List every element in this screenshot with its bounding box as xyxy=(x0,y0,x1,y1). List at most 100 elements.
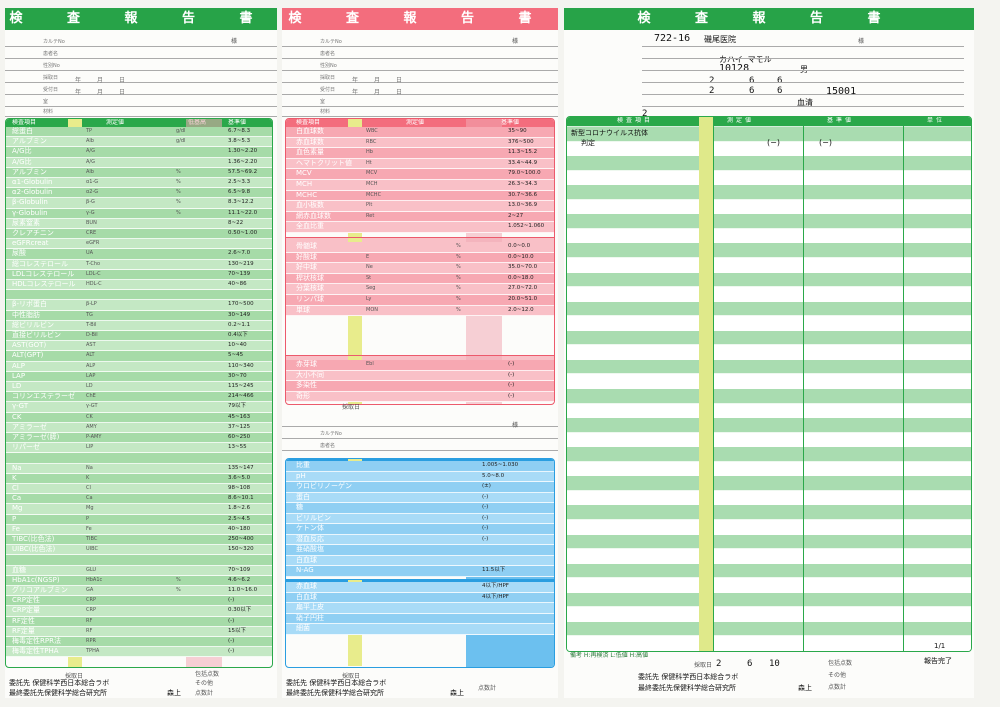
patient-info-block: 722-16 磯尾医院 カハイ マモル 10128 男 2 6 6 2 6 6 … xyxy=(564,30,974,119)
item-name: 蛋白 xyxy=(296,492,310,501)
item-name: Ca xyxy=(12,494,22,503)
table-row xyxy=(567,520,971,535)
table-row: 白血球数 WBC 35~90 xyxy=(286,127,554,138)
saishu-itaku-text: 最終委託先保健科学総合研究所 xyxy=(638,684,736,692)
receive-day: 6 xyxy=(777,86,783,96)
table-row: γ-Globulin γ-G% 11.1~22.0 xyxy=(6,208,272,219)
item-name: 白血球数 xyxy=(296,127,324,135)
item-name: γ-GT xyxy=(12,402,29,411)
item-name: 硝子円柱 xyxy=(296,613,324,622)
table-row: 血小板数 Plt 13.0~36.9 xyxy=(286,201,554,212)
ref-value: 70~109 xyxy=(228,566,251,573)
info-label: 室 xyxy=(320,99,326,105)
ref-value: 2~27 xyxy=(508,212,524,219)
table-row: A/G比 A/G 1.30~2.20 xyxy=(6,147,272,158)
table-row xyxy=(567,418,971,433)
chart-label: カルテNo xyxy=(320,431,342,437)
table-row: 白血球 xyxy=(286,555,554,566)
urine-info-block: カルテNo 患者名 様 xyxy=(282,412,558,458)
collect-date-label: 採取日 xyxy=(342,404,361,411)
info-rule xyxy=(5,82,277,83)
item-name: AST(GOT) xyxy=(12,341,47,350)
column-header: 基準値 xyxy=(501,119,520,126)
table-row: リンパ球 Ly% 20.0~51.0 xyxy=(286,295,554,306)
table-row: グリコアルブミン GA% 11.0~16.0 xyxy=(6,586,272,597)
table-row: β-Globulin β-G% 8.3~12.2 xyxy=(6,198,272,209)
table-row: ALP ALP 110~340 xyxy=(6,361,272,372)
item-name: 奇形 xyxy=(296,391,310,400)
ref-value: 8~22 xyxy=(228,219,244,226)
ref-value: 1.8~2.6 xyxy=(228,505,251,512)
table-row xyxy=(567,141,971,157)
material-value: 血清 xyxy=(797,98,813,107)
table-row: 赤芽球 Ebl (-) xyxy=(286,360,554,371)
saishu-itaku-text: 最終委託先保健科学総合研究所 xyxy=(9,689,107,697)
table-row: 細菌 xyxy=(286,624,554,635)
table-row: Cl Cl 98~108 xyxy=(6,484,272,495)
column-header: 基準値 xyxy=(228,119,247,126)
table-row: 単球 MON% 2.0~12.0 xyxy=(286,305,554,317)
item-name: A/G比 xyxy=(12,147,32,156)
item-code: K xyxy=(86,474,90,481)
table-row xyxy=(567,461,971,477)
item-name: 白血球 xyxy=(296,555,317,564)
table-row xyxy=(567,403,971,419)
item-code: UA xyxy=(86,250,94,257)
table-row: Mg Mg 1.8~2.6 xyxy=(6,504,272,515)
item-code: MCH xyxy=(366,181,378,187)
item-name: 血糖 xyxy=(12,565,26,574)
table-row xyxy=(567,374,971,389)
item-name: ヘマトクリット値 xyxy=(296,158,352,167)
item-unit: % xyxy=(456,285,461,292)
ref-value: 11.1~22.0 xyxy=(228,209,258,216)
item-code: HbA1c xyxy=(86,576,103,583)
item-code: RBC xyxy=(366,138,377,145)
collect-date-label: 採取日 xyxy=(694,662,713,669)
tokubetsu-label: 点数計 xyxy=(828,684,847,691)
sediment-section: 赤血球 4以下/HPF 白血球 4以下/HPF 扁平上皮 硝子円柱 細菌 xyxy=(286,579,554,666)
table-row: ウロビリノーゲン (±) xyxy=(286,482,554,493)
item-name: グリコアルブミン xyxy=(12,586,68,594)
table-row: 硝子円柱 xyxy=(286,613,554,624)
item-code: GA xyxy=(86,587,94,593)
final-day: 10 xyxy=(769,659,780,669)
item-name: 尿素窒素 xyxy=(12,218,40,227)
table-row: クレアチニン CRE 0.50~1.00 xyxy=(6,229,272,240)
patient-number: 10128 xyxy=(719,63,750,74)
ref-value: (-) xyxy=(482,504,489,510)
item-name: クレアチニン xyxy=(12,229,54,237)
column-divider xyxy=(713,126,714,651)
item-name: α1-Globulin xyxy=(12,178,53,186)
item-name: TIBC(比色法) xyxy=(12,535,55,543)
ref-value: (-) xyxy=(482,514,489,521)
collect-date-label: 採取日 xyxy=(65,673,84,680)
date-label: 日 xyxy=(396,89,403,96)
item-code: T-Bil xyxy=(86,321,97,328)
table-row: 多染性 (-) xyxy=(286,381,554,392)
ref-value: 1.052~1.060 xyxy=(508,223,545,230)
item-code: RPR xyxy=(86,638,96,644)
sama-label: 様 xyxy=(511,38,518,45)
item-name: 白血球 xyxy=(296,592,317,601)
tantou-text: 森上 xyxy=(450,689,464,697)
item-code: Ebl xyxy=(366,361,374,367)
item-unit: % xyxy=(176,189,181,196)
info-rule xyxy=(642,82,964,83)
table-row: 好中球 Ne% 35.0~70.0 xyxy=(286,263,554,274)
item-name: 血小板数 xyxy=(296,201,324,210)
table-row: β-リポ蛋白 β-LP 170~500 xyxy=(6,300,272,311)
info-rule xyxy=(282,70,558,71)
ref-value: 1.36~2.20 xyxy=(228,158,258,165)
table-row: 白血球 4以下/HPF xyxy=(286,592,554,603)
item-name: CK xyxy=(12,412,22,421)
table-row: 分葉核球 Seg% 27.0~72.0 xyxy=(286,284,554,295)
test-reference: (−) xyxy=(819,138,832,147)
column-header: 検査項目 xyxy=(617,117,654,124)
item-name: リンパ球 xyxy=(296,295,324,303)
info-rule xyxy=(642,46,964,47)
table-row: Na Na 135~147 xyxy=(6,463,272,474)
info-label: 材料 xyxy=(43,109,54,115)
info-label: 受付日 xyxy=(43,87,59,93)
table-row: ケトン体 (-) xyxy=(286,524,554,535)
ref-value: 37~125 xyxy=(228,423,251,430)
